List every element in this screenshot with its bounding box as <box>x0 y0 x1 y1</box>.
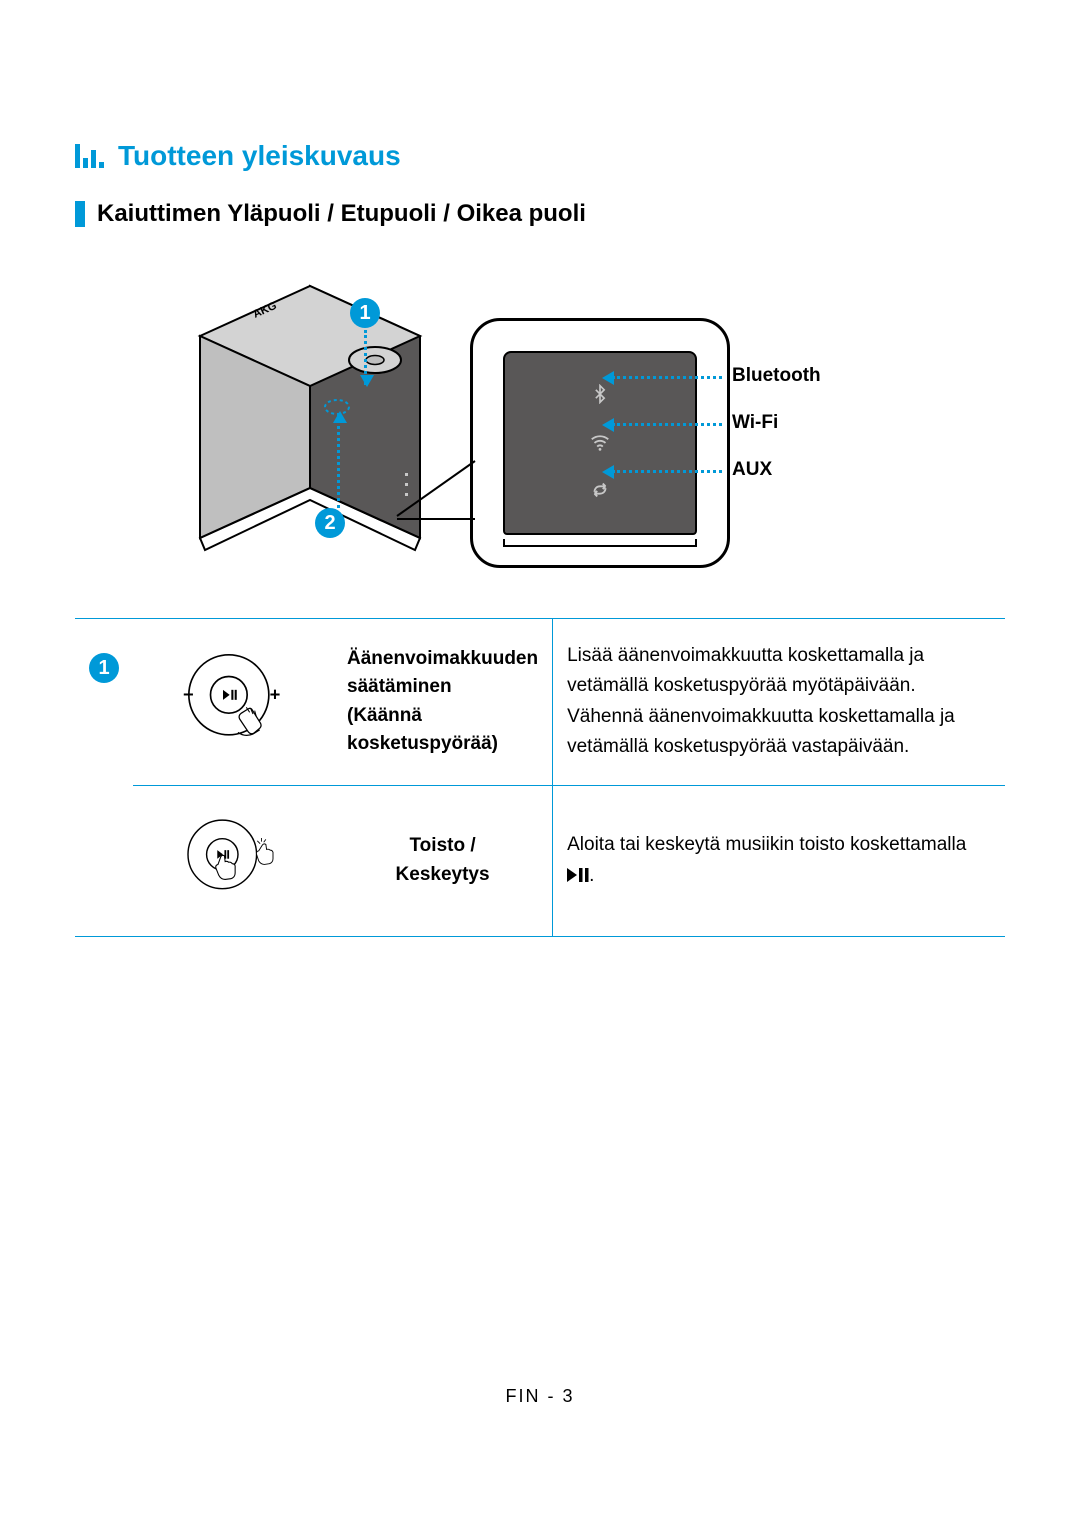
playpause-wheel-icon <box>183 808 283 908</box>
callout-marker-1: 1 <box>350 298 380 328</box>
row2-icon-cell <box>133 785 333 936</box>
page-footer: FIN - 3 <box>0 1386 1080 1407</box>
bars-icon <box>75 144 104 168</box>
row2-label-line2: Keskeytys <box>396 864 490 885</box>
wifi-label: Wi-Fi <box>732 412 778 434</box>
aux-label: AUX <box>732 459 772 481</box>
aux-leader <box>612 470 722 473</box>
play-pause-icon <box>567 868 589 882</box>
row1-label-line3: (Käännä <box>347 705 422 726</box>
row1-desc-cell: Lisää äänenvoimakkuutta koskettamalla ja… <box>553 619 1005 786</box>
table-row: Toisto / Keskeytys Aloita tai keskeytä m… <box>75 785 1005 936</box>
block-icon <box>75 201 85 227</box>
volume-wheel-icon: − + <box>183 649 283 749</box>
svg-text:+: + <box>270 683 281 704</box>
wifi-leader <box>612 423 722 426</box>
row2-label-line1: Toisto / <box>409 835 475 856</box>
row1-number-cell: 1 <box>75 619 133 937</box>
marker-2-ring <box>323 398 351 416</box>
callout-marker-2: 2 <box>315 508 345 538</box>
row1-label-line2: säätäminen <box>347 676 452 697</box>
row2-label-cell: Toisto / Keskeytys <box>333 785 553 936</box>
row1-desc: Lisää äänenvoimakkuutta koskettamalla ja… <box>567 645 955 757</box>
row1-marker: 1 <box>89 653 119 683</box>
svg-text:−: − <box>183 683 194 704</box>
row1-icon-cell: − + <box>133 619 333 786</box>
marker-2-line <box>337 413 340 508</box>
bluetooth-label: Bluetooth <box>732 365 821 387</box>
subsection-title-text: Kaiuttimen Yläpuoli / Etupuoli / Oikea p… <box>97 200 586 228</box>
aux-icon <box>587 477 613 503</box>
row1-label-cell: Äänenvoimakkuuden säätäminen (Käännä kos… <box>333 619 553 786</box>
subsection-heading: Kaiuttimen Yläpuoli / Etupuoli / Oikea p… <box>75 200 1005 228</box>
row1-label-line4: kosketuspyörää) <box>347 733 498 754</box>
callout-connector <box>397 461 475 521</box>
indicator-callout <box>470 318 730 568</box>
section-heading: Tuotteen yleiskuvaus <box>75 140 1005 172</box>
speaker-illustration: AKG <box>180 278 440 568</box>
row1-label-line1: Äänenvoimakkuuden <box>347 648 538 669</box>
marker-1-line <box>364 330 367 385</box>
wifi-icon <box>587 429 613 455</box>
section-title-text: Tuotteen yleiskuvaus <box>118 140 401 172</box>
bluetooth-leader <box>612 376 722 379</box>
row2-desc-cell: Aloita tai keskeytä musiikin toisto kosk… <box>553 785 1005 936</box>
controls-table: 1 − + Äänenvoimakkuud <box>75 618 1005 937</box>
row2-desc-suffix: . <box>589 865 594 886</box>
table-row: 1 − + Äänenvoimakkuud <box>75 619 1005 786</box>
row2-desc-prefix: Aloita tai keskeytä musiikin toisto kosk… <box>567 834 966 855</box>
product-diagram: AKG 1 2 <box>160 268 920 598</box>
